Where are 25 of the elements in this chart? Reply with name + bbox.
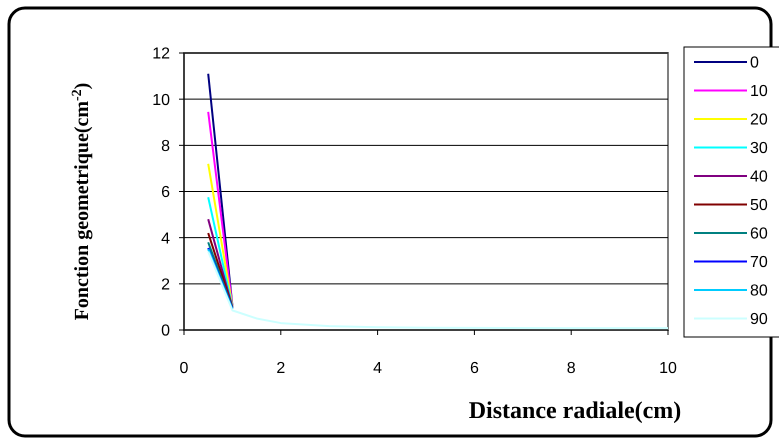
legend-label: 50	[750, 197, 768, 214]
legend-label: 0	[750, 54, 759, 72]
x-tick-label: 4	[373, 360, 382, 377]
x-tick-label: 0	[180, 360, 189, 377]
y-tick-label: 2	[161, 276, 170, 294]
y-tick-label: 10	[152, 92, 170, 109]
x-axis-title: Distance radiale(cm)	[468, 398, 682, 424]
legend-label: 10	[750, 83, 768, 100]
y-tick-label: 4	[161, 230, 170, 248]
legend-label: 70	[750, 254, 768, 272]
legend-label: 80	[750, 282, 768, 300]
legend-label: 90	[750, 311, 768, 328]
x-tick-label: 10	[659, 360, 677, 377]
legend-label: 30	[750, 140, 768, 158]
y-tick-label: 0	[161, 322, 170, 340]
legend-label: 60	[750, 226, 768, 243]
legend-label: 40	[750, 168, 768, 186]
x-tick-label: 8	[566, 360, 576, 377]
x-tick-label: 2	[276, 360, 286, 377]
x-tick-label: 6	[470, 360, 479, 377]
line-series	[207, 250, 669, 330]
y-tick-label: 12	[152, 46, 170, 63]
y-tick-label: 6	[161, 184, 170, 202]
legend-label: 20	[750, 112, 768, 129]
y-tick-label: 8	[161, 138, 170, 155]
